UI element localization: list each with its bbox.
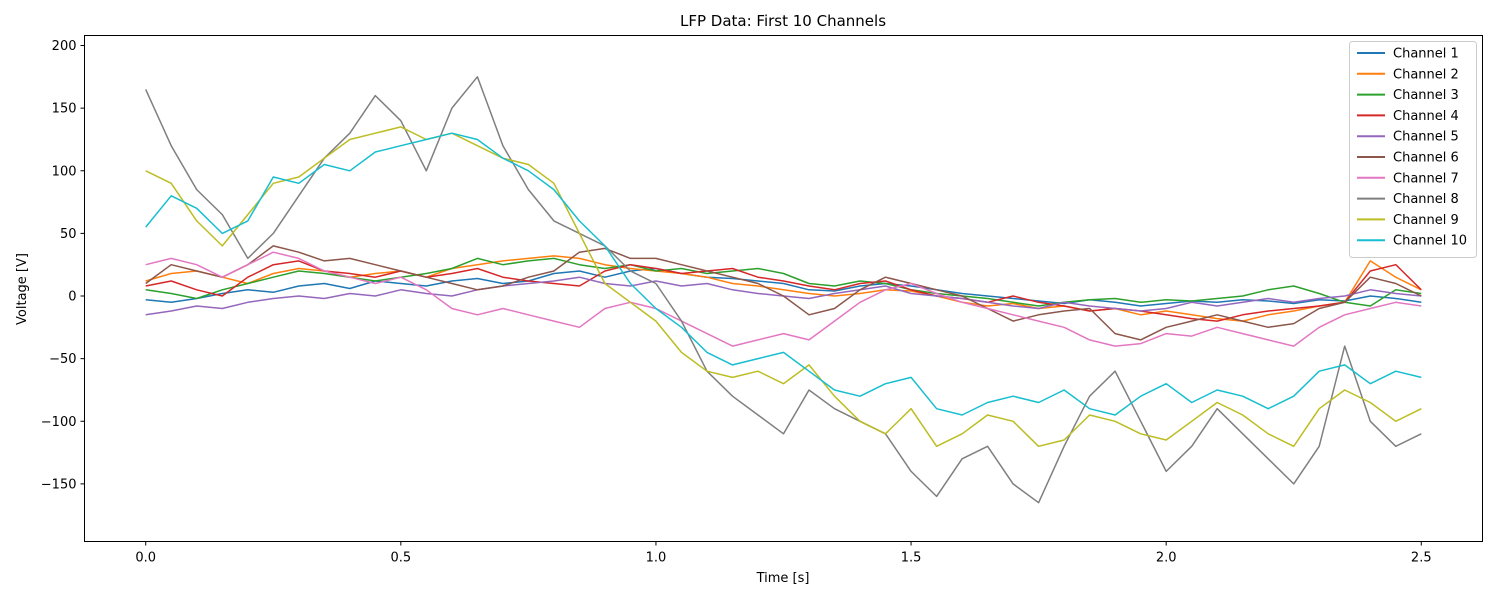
- x-tick-label: 1.0: [646, 551, 667, 566]
- legend-label-channel-6: Channel 6: [1393, 151, 1459, 166]
- x-tick-label: 0.0: [135, 551, 156, 566]
- y-tick-label: −100: [41, 415, 77, 430]
- x-tick-label: 2.0: [1156, 551, 1177, 566]
- y-tick-label: 100: [52, 164, 77, 179]
- legend-items: Channel 1 Channel 2 Channel 3 Channel 4 Chan…: [1357, 47, 1467, 249]
- x-tick-label: 0.5: [390, 551, 411, 566]
- series-line-channel-6: [145, 245, 1422, 341]
- chart-title: LFP Data: First 10 Channels: [680, 12, 886, 30]
- legend-label-channel-2: Channel 2: [1393, 67, 1459, 82]
- x-tick-label: 2.5: [1411, 551, 1432, 566]
- y-tick-label: 50: [60, 227, 77, 242]
- series-line-channel-4: [145, 260, 1422, 322]
- legend-label-channel-10: Channel 10: [1393, 234, 1467, 249]
- x-ticks: 0.0 0.5 1.0 1.5 2.0 2.5: [135, 541, 1432, 566]
- series-line-channel-9: [145, 126, 1422, 448]
- series-line-channel-2: [145, 255, 1422, 322]
- legend-label-channel-5: Channel 5: [1393, 130, 1459, 145]
- legend-label-channel-4: Channel 4: [1393, 109, 1459, 124]
- series-line-channel-8: [145, 76, 1422, 504]
- legend-label-channel-7: Channel 7: [1393, 171, 1459, 186]
- legend-label-channel-9: Channel 9: [1393, 213, 1459, 228]
- y-tick-label: 0: [68, 290, 76, 305]
- y-tick-label: 150: [52, 102, 77, 117]
- y-tick-label: −150: [41, 477, 77, 492]
- y-ticks: −150 −100 −50 0 50 100 150 200: [41, 39, 85, 492]
- y-axis-label: Voltage [V]: [15, 253, 30, 325]
- y-tick-label: 200: [52, 39, 77, 54]
- legend: Channel 1 Channel 2 Channel 3 Channel 4 Chan…: [1349, 41, 1477, 258]
- legend-label-channel-8: Channel 8: [1393, 192, 1459, 207]
- series-line-channel-3: [145, 257, 1422, 307]
- series-line-channel-1: [145, 267, 1422, 307]
- legend-label-channel-1: Channel 1: [1393, 47, 1459, 62]
- plot-frame: [84, 35, 1483, 542]
- x-tick-label: 1.5: [901, 551, 922, 566]
- y-tick-label: −50: [49, 352, 76, 367]
- series-line-channel-10: [145, 132, 1422, 416]
- series-line-channel-7: [145, 251, 1422, 347]
- x-axis-label: Time [s]: [756, 571, 810, 586]
- series-layer: [145, 76, 1422, 504]
- legend-label-channel-3: Channel 3: [1393, 88, 1459, 103]
- plot-area: 0.0 0.5 1.0 1.5 2.0 2.5 −150 −100 −50 0 50 100 150 2…: [41, 35, 1483, 566]
